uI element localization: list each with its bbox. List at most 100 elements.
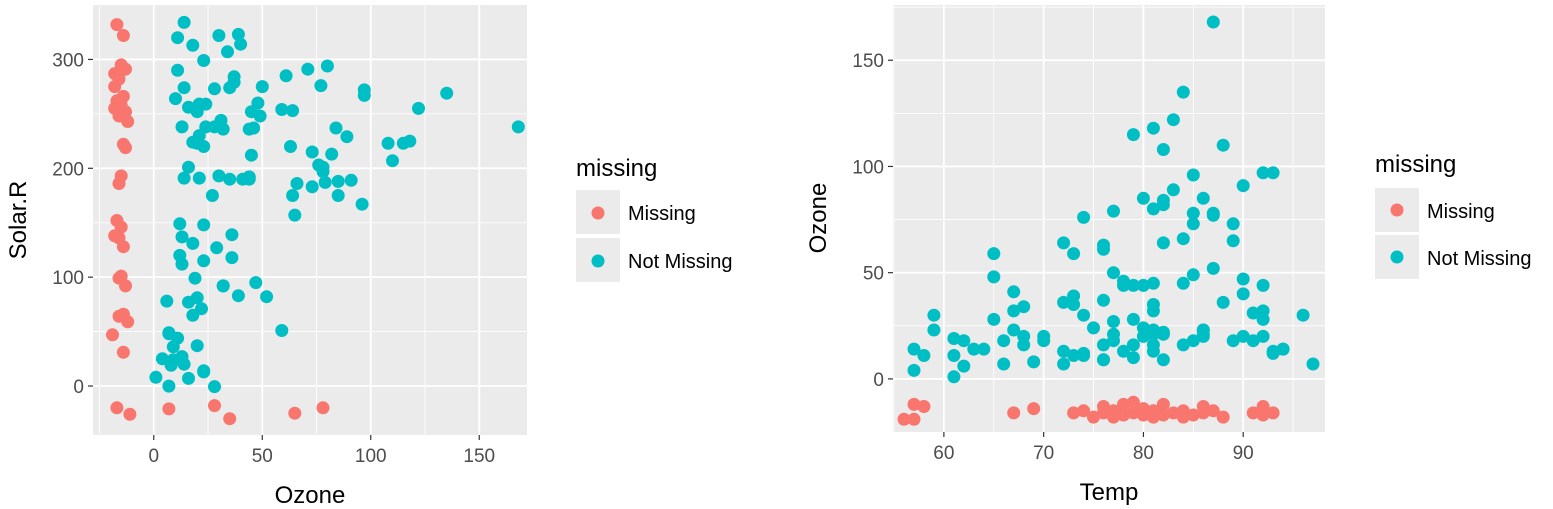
right-point-not-missing <box>997 357 1011 371</box>
right-point-missing <box>1067 406 1081 420</box>
right-point-not-missing <box>1186 206 1200 220</box>
right-point-not-missing <box>1107 334 1120 348</box>
left-point-not-missing <box>325 147 339 161</box>
right-point-missing <box>1027 402 1041 416</box>
left-point-not-missing <box>412 101 425 115</box>
left-point-not-missing <box>216 279 230 293</box>
right-point-not-missing <box>987 270 1001 284</box>
left-point-not-missing <box>511 120 525 134</box>
left-point-not-missing <box>195 302 208 316</box>
left-point-not-missing <box>305 145 319 159</box>
right-scatter-plot: 60 70 80 90 0 50 100 150 <box>852 5 1325 464</box>
right-point-missing <box>1256 408 1270 422</box>
left-point-not-missing <box>177 15 191 29</box>
left-scatter-plot: 0 50 100 150 0 100 200 300 <box>52 5 527 467</box>
left-point-not-missing <box>357 83 371 97</box>
right-point-not-missing <box>1236 329 1250 343</box>
right-point-not-missing <box>1057 295 1071 309</box>
left-legend-not-missing-marker <box>591 254 605 268</box>
right-point-not-missing <box>1186 217 1200 231</box>
right-point-not-missing <box>1067 247 1081 261</box>
left-point-not-missing <box>234 37 248 51</box>
left-point-missing <box>316 401 330 415</box>
left-legend: missing Missing Not Missing <box>576 155 732 282</box>
right-point-not-missing <box>1176 85 1190 99</box>
left-point-not-missing <box>225 228 239 242</box>
left-point-not-missing <box>188 271 202 285</box>
left-point-not-missing <box>182 160 195 174</box>
left-point-not-missing <box>284 140 297 153</box>
right-point-missing <box>1186 408 1200 422</box>
left-point-not-missing <box>175 120 189 134</box>
right-point-missing <box>907 397 921 411</box>
right-point-not-missing <box>1176 232 1190 246</box>
left-point-not-missing <box>331 174 345 188</box>
right-y-tick-label: 150 <box>852 51 884 72</box>
right-point-missing <box>907 412 921 426</box>
left-point-missing <box>223 412 237 426</box>
left-point-not-missing <box>223 172 237 186</box>
left-point-not-missing <box>171 63 185 77</box>
left-x-tick-label: 150 <box>463 446 495 467</box>
left-point-not-missing <box>275 103 289 116</box>
left-point-not-missing <box>340 130 354 144</box>
left-point-missing <box>208 399 221 413</box>
right-point-not-missing <box>1067 349 1081 362</box>
left-point-not-missing <box>162 379 176 393</box>
right-legend-not-missing-marker <box>1390 250 1404 264</box>
right-point-not-missing <box>1126 312 1140 326</box>
right-point-not-missing <box>1206 15 1220 29</box>
right-x-tick-label: 60 <box>933 443 954 464</box>
left-point-not-missing <box>171 31 185 45</box>
right-point-not-missing <box>1216 138 1230 152</box>
right-point-not-missing <box>1266 166 1280 180</box>
right-point-not-missing <box>1176 338 1190 352</box>
right-point-not-missing <box>987 312 1001 326</box>
right-x-tick-label: 90 <box>1233 443 1254 464</box>
right-point-missing <box>1196 406 1210 420</box>
right-point-not-missing <box>917 349 931 362</box>
left-x-tick-label: 100 <box>355 446 387 467</box>
right-point-not-missing <box>1156 327 1170 341</box>
right-point-missing <box>917 400 931 413</box>
left-point-not-missing <box>177 171 191 185</box>
right-point-not-missing <box>1256 329 1270 343</box>
right-point-not-missing <box>1117 344 1130 358</box>
right-point-not-missing <box>947 349 961 362</box>
left-point-not-missing <box>192 97 206 111</box>
right-x-tick-label: 70 <box>1033 443 1054 464</box>
left-x-axis-title: Ozone <box>275 482 346 509</box>
right-point-not-missing <box>1146 298 1160 311</box>
left-point-not-missing <box>155 352 169 366</box>
right-x-axis-title: Temp <box>1080 479 1139 506</box>
left-point-not-missing <box>221 45 234 59</box>
right-point-not-missing <box>1107 315 1120 328</box>
right-point-not-missing <box>957 359 971 373</box>
right-point-not-missing <box>1007 304 1021 318</box>
left-point-not-missing <box>247 121 261 135</box>
left-point-missing <box>123 407 137 421</box>
right-point-missing <box>1156 408 1170 422</box>
left-point-missing <box>110 18 124 32</box>
right-point-not-missing <box>927 323 941 337</box>
left-point-not-missing <box>381 136 395 150</box>
right-point-not-missing <box>1146 202 1160 216</box>
left-point-not-missing <box>286 104 300 118</box>
right-point-not-missing <box>1196 327 1210 341</box>
right-point-not-missing <box>1107 204 1120 218</box>
right-point-not-missing <box>1087 321 1100 335</box>
left-point-not-missing <box>149 370 163 384</box>
right-point-not-missing <box>1236 287 1250 301</box>
left-point-not-missing <box>212 169 226 183</box>
right-point-not-missing <box>1176 276 1190 290</box>
right-point-not-missing <box>1186 268 1200 282</box>
right-point-not-missing <box>1097 293 1110 307</box>
left-point-not-missing <box>212 29 226 42</box>
right-point-not-missing <box>1057 236 1071 250</box>
right-point-missing <box>1266 406 1280 420</box>
right-point-not-missing <box>907 363 921 377</box>
left-point-not-missing <box>190 339 204 353</box>
left-point-missing <box>121 115 135 128</box>
right-legend-title: missing <box>1375 151 1456 178</box>
left-point-not-missing <box>231 27 245 41</box>
